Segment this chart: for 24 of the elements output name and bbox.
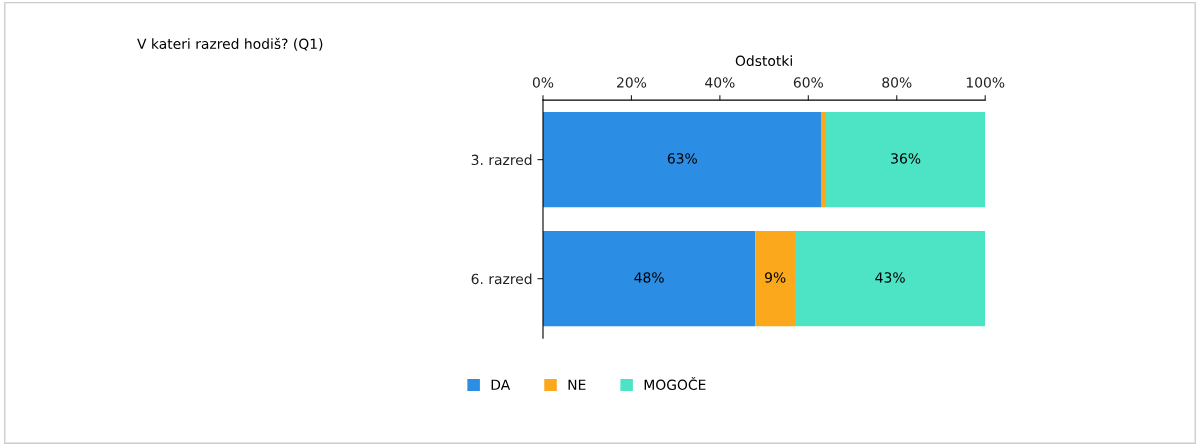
data-label: 43% <box>875 272 905 283</box>
data-label: 36% <box>891 153 921 164</box>
legend-label: MOGOČE <box>644 376 706 391</box>
x-tick-label: 20% <box>617 77 647 88</box>
data-label: 63% <box>667 153 697 164</box>
bar <box>826 112 986 208</box>
x-tick-label: 40% <box>705 77 735 88</box>
bar <box>543 112 822 208</box>
data-label: 48% <box>634 272 664 283</box>
x-tick-label: 0% <box>532 77 554 88</box>
bar <box>543 231 756 327</box>
x-tick-label: 100% <box>966 77 1005 88</box>
x-axis-title: Odstotki <box>735 55 792 67</box>
bar <box>795 231 986 327</box>
text: V kateri razred hodiš? (Q1) <box>137 37 323 51</box>
bar <box>755 231 796 327</box>
legend-label: DA <box>491 379 511 390</box>
bar <box>821 112 827 208</box>
y-tick-label: 3. razred <box>471 154 532 166</box>
y-tick-label: 6. razred <box>471 273 532 285</box>
legend-label: NE <box>568 379 586 390</box>
x-tick-label: 80% <box>882 77 912 88</box>
x-tick-label: 60% <box>793 77 823 88</box>
data-label: 9% <box>765 272 786 283</box>
